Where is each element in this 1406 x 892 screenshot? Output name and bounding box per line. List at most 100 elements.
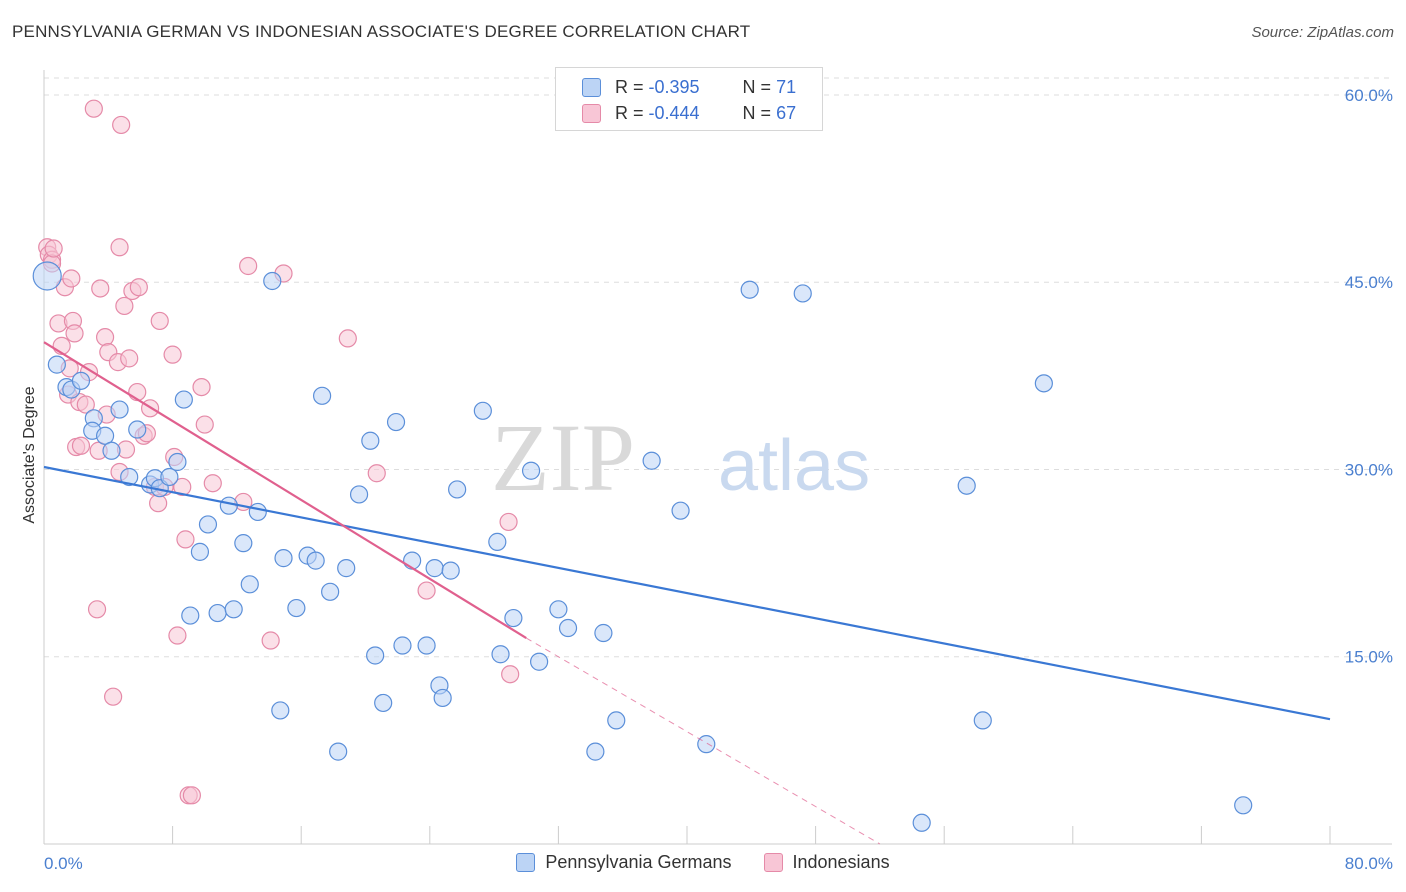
data-point: [168, 452, 187, 472]
data-point: [240, 575, 259, 594]
y-tick-label: 60.0%: [1345, 86, 1393, 105]
data-point: [115, 296, 134, 316]
data-point: [274, 549, 293, 568]
data-point: [181, 606, 200, 625]
data-point: [586, 742, 605, 761]
data-point: [47, 355, 66, 374]
series-legend: Pennsylvania Germans Indonesians: [0, 852, 1406, 873]
data-point: [95, 328, 115, 347]
data-point: [374, 693, 393, 713]
trend-lines: [43, 341, 1331, 845]
data-point: [488, 532, 507, 551]
data-point: [203, 474, 222, 493]
data-point: [287, 598, 306, 618]
data-point: [150, 311, 169, 331]
data-point: [102, 441, 121, 460]
data-point: [499, 512, 518, 532]
data-point: [530, 652, 549, 671]
legend-r-value-blue: -0.395: [648, 76, 700, 97]
data-point: [337, 559, 356, 578]
data-point: [417, 581, 436, 600]
data-point: [433, 688, 452, 708]
data-point: [417, 636, 436, 655]
data-point: [425, 559, 444, 578]
legend-n-label: N =: [742, 76, 772, 97]
data-point: [403, 551, 422, 570]
data-point: [173, 477, 192, 497]
legend-swatch-pink: [582, 103, 601, 123]
data-point: [174, 390, 193, 409]
data-point: [973, 711, 992, 730]
data-point: [95, 426, 115, 445]
data-point: [473, 401, 492, 420]
y-tick-label: 45.0%: [1345, 273, 1393, 292]
data-point: [84, 99, 103, 118]
data-point: [110, 238, 129, 257]
data-point: [366, 646, 385, 665]
data-point: [224, 600, 243, 619]
legend-label-pennsylvania-germans: Pennsylvania Germans: [545, 852, 732, 872]
legend-r-value-pink: -0.444: [648, 102, 700, 123]
data-point: [76, 395, 95, 414]
x-tick-label-min: 0.0%: [44, 854, 83, 873]
data-point: [338, 329, 357, 348]
data-point: [234, 534, 253, 553]
data-point: [176, 530, 195, 549]
trend-line-indonesians: [43, 341, 527, 639]
data-point: [697, 735, 716, 754]
data-point: [361, 431, 380, 450]
trend-extension-indonesians: [525, 637, 881, 845]
legend-swatch-pink: [763, 853, 783, 872]
legend-r-label: R =: [615, 76, 644, 97]
data-point: [491, 645, 510, 664]
data-point: [501, 665, 520, 684]
source-credit: Source: ZipAtlas.com: [1251, 24, 1394, 41]
data-point: [110, 400, 129, 419]
data-point: [129, 278, 148, 297]
data-point: [912, 813, 931, 832]
legend-swatch-blue: [582, 77, 601, 97]
data-point: [793, 284, 812, 303]
data-point: [312, 386, 332, 405]
legend-n-value-blue: 71: [776, 76, 797, 97]
data-point: [239, 256, 258, 276]
data-point: [160, 467, 179, 487]
data-point: [740, 280, 759, 299]
gridlines: [44, 77, 1392, 658]
data-point: [120, 349, 139, 368]
data-point: [32, 261, 62, 291]
data-point: [642, 451, 661, 470]
data-point: [448, 480, 467, 499]
data-point: [671, 501, 690, 520]
data-point: [65, 324, 84, 343]
axes: [43, 70, 1392, 845]
data-point: [192, 377, 211, 397]
data-point: [306, 551, 325, 570]
legend-item-indonesians: Indonesians: [763, 852, 890, 873]
data-point: [386, 412, 406, 432]
legend-r-label: R =: [615, 102, 644, 123]
legend-label-indonesians: Indonesians: [792, 852, 890, 872]
data-point: [128, 420, 147, 439]
data-point: [558, 618, 578, 638]
data-point: [104, 687, 123, 706]
data-point: [441, 561, 460, 580]
legend-item-pennsylvania-germans: Pennsylvania Germans: [516, 852, 732, 873]
data-point: [957, 476, 976, 495]
legend-swatch-blue: [516, 853, 536, 872]
data-point: [195, 415, 214, 434]
y-tick-label: 30.0%: [1345, 460, 1393, 479]
data-point: [91, 279, 110, 298]
data-point: [248, 502, 267, 522]
data-point: [149, 494, 168, 513]
legend-n-label: N =: [742, 102, 772, 123]
data-point: [607, 711, 626, 730]
x-tick-label-max: 80.0%: [1345, 854, 1393, 873]
data-point: [71, 436, 91, 455]
y-tick-label: 15.0%: [1345, 648, 1393, 667]
data-point: [393, 636, 412, 655]
data-point: [44, 239, 63, 258]
data-point: [198, 515, 218, 534]
data-point: [128, 382, 147, 402]
